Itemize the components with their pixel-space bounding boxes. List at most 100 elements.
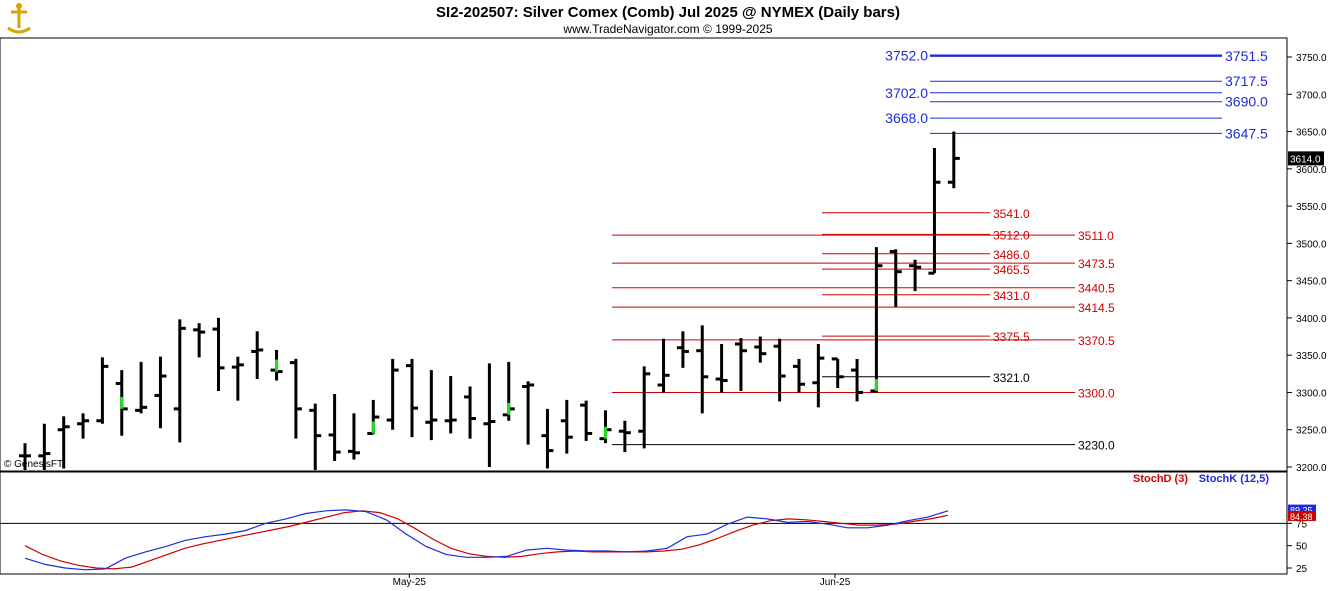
price-bars [19,131,960,470]
ohlc-bar [270,349,283,381]
ohlc-bar [715,344,728,393]
ohlc-bar [599,410,612,444]
y-tick-label: 3550.0 [1296,202,1327,213]
ohlc-bar [173,319,186,443]
legend-stochd: StochD (3) [1133,473,1188,485]
stochd-line [24,510,949,570]
ohlc-bar [947,131,960,189]
ohlc-bar [57,416,70,469]
level-label: 3668.0 [885,110,928,126]
y-tick-label: 3350.0 [1296,351,1327,362]
y-tick-label: 3300.0 [1296,388,1327,399]
ohlc-bar [638,366,651,449]
level-label: 3414.5 [1078,301,1115,315]
level-label: 3717.5 [1225,73,1268,89]
ohlc-bar [754,336,767,363]
ohlc-bar [851,358,864,402]
ohlc-bar [773,338,786,402]
ohlc-bar [541,408,554,469]
level-label: 3465.5 [993,263,1030,277]
ohlc-bar [928,147,941,275]
chart-title: SI2-202507: Silver Comex (Comb) Jul 2025… [436,4,900,21]
x-tick-label: Jun-25 [820,577,851,588]
level-label: 3511.0 [1078,229,1114,243]
ohlc-bar [560,399,573,454]
ohlc-bar [19,443,31,470]
ohlc-bar [309,403,322,470]
ohlc-bar [135,361,148,414]
stoch-tick-label: 75 [1296,519,1308,530]
y-tick-label: 3450.0 [1296,277,1327,288]
chart-subtitle: www.TradeNavigator.com © 1999-2025 [562,22,772,36]
stochk-line [24,509,949,571]
ohlc-bar [618,420,631,453]
level-label: 3230.0 [1078,439,1115,453]
ohlc-bar [251,331,264,380]
stochk-last-tag [1288,504,1316,515]
level-label: 3752.0 [885,48,928,64]
ohlc-bar [831,357,844,388]
x-tick-label: May-25 [393,577,427,588]
ohlc-bar [734,338,747,391]
level-label: 3751.5 [1225,48,1268,64]
ohlc-bar [231,356,244,401]
ohlc-bar [425,370,438,441]
y-tick-label: 3400.0 [1296,314,1327,325]
ohlc-bar [386,358,399,430]
stoch-tick-label: 50 [1296,542,1308,553]
y-tick-label: 3200.0 [1296,463,1327,474]
level-label: 3486.0 [993,248,1030,262]
x-axis: May-25 Jun-25 [393,574,851,588]
ohlc-bar [115,370,128,436]
y-tick-label: 3250.0 [1296,426,1327,437]
ohlc-bar [406,358,418,438]
ohlc-bar [812,344,825,408]
price-levels: 3752.0 3751.5 3717.5 3702.0 3690.0 3668.0 3647… [612,48,1268,453]
stochd-last-tag [1288,510,1316,521]
ohlc-bar [154,356,167,429]
y-tick-label: 3750.0 [1296,53,1327,64]
ohlc-bar [676,331,689,368]
ohlc-bar [347,413,360,460]
ohlc-bar [696,325,709,414]
y-tick-label: 3500.0 [1296,239,1327,250]
ohlc-bar [96,357,109,424]
legend-stochk: StochK (12,5) [1199,473,1270,485]
level-label: 3431.0 [993,289,1030,303]
credit-label: © GenesisFT [4,459,63,470]
logo-icon [4,2,34,34]
stochd-last-label: 84.38 [1290,512,1313,522]
last-price-tag [1288,151,1324,166]
ohlc-bar [793,358,805,393]
level-label: 3300.0 [1078,386,1115,400]
ohlc-bar [77,413,90,439]
ohlc-bar [889,249,902,307]
ohlc-bar [444,376,457,434]
level-label: 3473.5 [1078,257,1115,271]
ohlc-bar [502,361,515,421]
ohlc-bar [193,323,206,358]
level-label: 3375.5 [993,330,1030,344]
level-label: 3321.0 [993,371,1030,385]
level-label: 3702.0 [885,85,928,101]
level-label: 3690.0 [1225,94,1268,110]
ohlc-bar [909,259,922,292]
ohlc-bar [522,381,535,445]
ohlc-bar [328,393,341,462]
last-price-label: 3614.0 [1290,154,1321,165]
y-tick-label: 3700.0 [1296,90,1327,101]
ohlc-bar [580,400,593,441]
level-label: 3440.5 [1078,282,1115,296]
ohlc-bar [657,338,670,393]
level-label: 3647.5 [1225,125,1268,141]
ohlc-bar [464,386,477,439]
price-axis: 3750.0 3700.0 3650.0 3600.0 3550.0 3500.0 3450… [1287,53,1327,474]
stochk-last-label: 89.25 [1290,506,1313,516]
ohlc-bar [483,363,496,467]
stoch-tick-label: 25 [1296,564,1308,575]
level-label: 3370.5 [1078,334,1115,348]
y-tick-label: 3650.0 [1296,128,1327,139]
